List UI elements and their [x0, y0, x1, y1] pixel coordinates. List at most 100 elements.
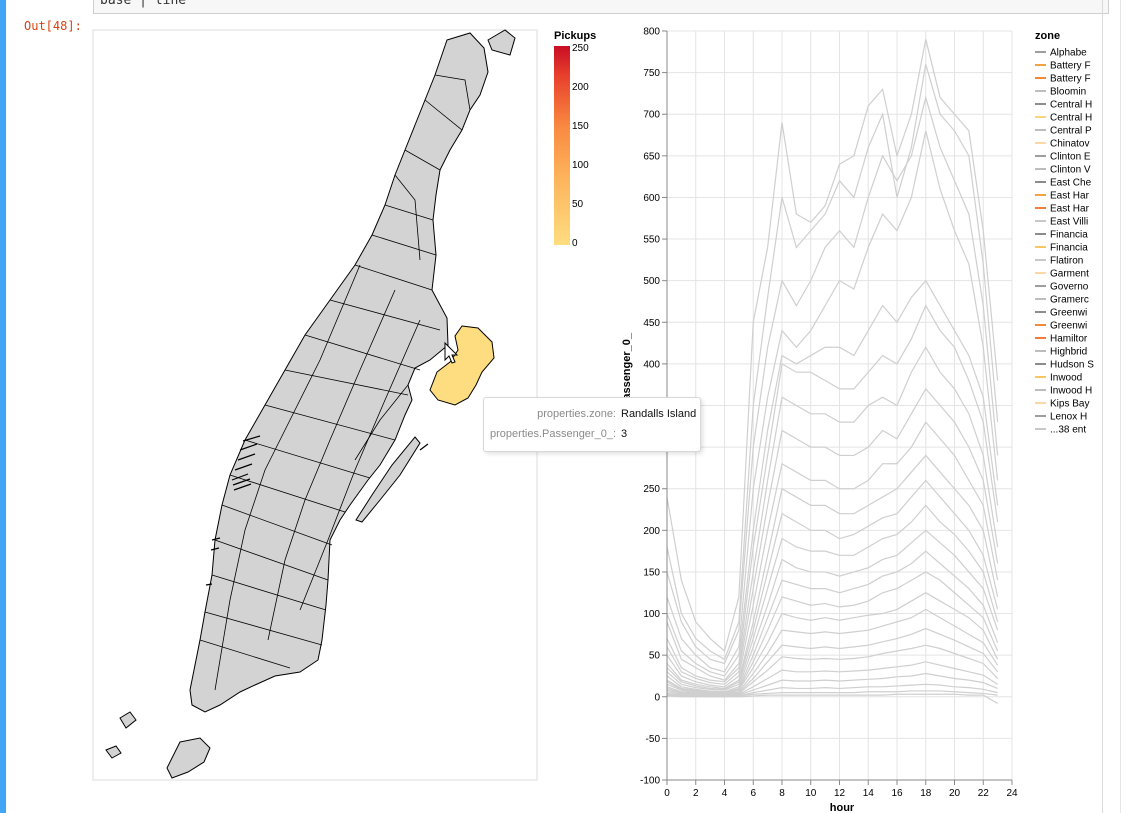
legend-title: Pickups — [554, 30, 596, 42]
series-line[interactable] — [666, 95, 999, 665]
zone-legend-label[interactable]: Clinton E — [1050, 152, 1091, 163]
x-tick-label: 14 — [863, 788, 875, 799]
x-tick-label: 20 — [949, 788, 961, 799]
gridlines — [666, 30, 1013, 781]
series-line[interactable] — [666, 421, 999, 688]
x-tick-label: 8 — [779, 788, 785, 799]
notebook-border — [1102, 0, 1103, 813]
series-line[interactable] — [666, 693, 998, 704]
zone-legend-label[interactable]: Gramerc — [1050, 295, 1089, 306]
liberty-island[interactable] — [105, 745, 122, 759]
series-line[interactable] — [666, 529, 999, 693]
zone-legend-label[interactable]: Financia — [1050, 230, 1088, 241]
y-tick-label: -50 — [646, 734, 661, 745]
zone-legend-label[interactable]: Battery F — [1050, 74, 1091, 85]
series-line[interactable] — [666, 387, 999, 685]
tooltip-value-zone: Randalls Island — [621, 408, 697, 420]
zone-legend-label[interactable]: Inwood — [1050, 373, 1082, 384]
x-tick-label: 4 — [722, 788, 728, 799]
series-line[interactable] — [666, 346, 999, 683]
x-tick-label: 12 — [834, 788, 846, 799]
series-line[interactable] — [666, 644, 999, 696]
x-tick-label: 18 — [920, 788, 932, 799]
ellis-island[interactable] — [119, 711, 137, 729]
manhattan-zones[interactable] — [189, 32, 489, 713]
zone-legend-label[interactable]: East Che — [1050, 178, 1092, 189]
zone-legend-label[interactable]: East Har — [1050, 191, 1090, 202]
zone-legend-label[interactable]: East Har — [1050, 204, 1090, 215]
code-line: base | line — [100, 0, 187, 8]
series-line[interactable] — [666, 571, 999, 695]
x-tick-label: 16 — [891, 788, 903, 799]
zone-legend-label[interactable]: Greenwi — [1050, 308, 1087, 319]
code-cell[interactable]: base | line — [93, 0, 1109, 14]
x-axis-title: hour — [830, 802, 855, 813]
y-tick-label: 800 — [643, 27, 660, 38]
series-line[interactable] — [666, 64, 999, 661]
tooltip-key-passengers: properties.Passenger_0_: — [490, 428, 616, 440]
series-line[interactable] — [666, 504, 999, 691]
legend-tick-label: 250 — [572, 43, 589, 54]
x-tick-label: 10 — [805, 788, 817, 799]
zone-legend-label[interactable]: Clinton V — [1050, 165, 1091, 176]
notebook-scroll-edge — [1120, 0, 1121, 813]
zone-legend-label[interactable]: Financia — [1050, 243, 1088, 254]
legend-tick-label: 0 — [572, 238, 578, 249]
tooltip-key-zone: properties.zone: — [537, 408, 616, 420]
pickups-legend: Pickups 250 200 150 100 50 0 — [554, 30, 596, 249]
series-line[interactable] — [666, 39, 999, 653]
series-line[interactable] — [666, 550, 999, 694]
zone-legend-label[interactable]: ...38 ent — [1050, 425, 1086, 436]
series-line[interactable] — [666, 608, 999, 695]
zone-legend-label[interactable]: Bloomin — [1050, 87, 1086, 98]
zone-legend-title: zone — [1035, 30, 1060, 42]
y-tick-label: 0 — [654, 692, 660, 703]
zone-borders — [199, 74, 471, 691]
series-line[interactable] — [666, 683, 998, 697]
y-tick-label: 650 — [643, 151, 660, 162]
zone-legend-label[interactable]: Flatiron — [1050, 256, 1083, 267]
zone-legend-label[interactable]: Greenwi — [1050, 321, 1087, 332]
zone-legend-label[interactable]: Hamiltor — [1050, 334, 1088, 345]
y-tick-label: 600 — [643, 193, 660, 204]
zone-legend-label[interactable]: Central H — [1050, 100, 1092, 111]
y-tick-label: 250 — [643, 484, 660, 495]
roosevelt-island[interactable] — [355, 436, 421, 523]
zone-legend-label[interactable]: Alphabe — [1050, 48, 1087, 59]
zone-legend-label[interactable]: Chinatov — [1050, 139, 1089, 150]
legend-tick-label: 100 — [572, 160, 589, 171]
y-tick-label: 100 — [643, 609, 660, 620]
cell-accent-bar — [0, 0, 6, 813]
zone-legend: zone Alphabe Battery F Battery F Bloomin Cen… — [1035, 30, 1094, 436]
y-tick-label: 150 — [643, 567, 660, 578]
zone-legend-label[interactable]: East Villi — [1050, 217, 1088, 228]
output-prompt: Out[48]: — [24, 19, 82, 33]
x-tick-label: 6 — [750, 788, 756, 799]
y-tick-label: 50 — [649, 651, 661, 662]
series-line[interactable] — [666, 479, 999, 690]
zone-legend-label[interactable]: Garment — [1050, 269, 1089, 280]
y-axis-title: Passenger_0_ — [621, 332, 633, 407]
zone-legend-label[interactable]: Central P — [1050, 126, 1092, 137]
x-tick-label: 22 — [978, 788, 990, 799]
series-line[interactable] — [666, 279, 999, 677]
series-line[interactable] — [666, 304, 999, 681]
tooltip: properties.zone: Randalls Island propert… — [483, 397, 701, 452]
zone-legend-label[interactable]: Inwood H — [1050, 386, 1092, 397]
series-line[interactable] — [666, 454, 999, 690]
northern-tip[interactable] — [487, 29, 516, 56]
zone-legend-label[interactable]: Central H — [1050, 113, 1092, 124]
zone-legend-label[interactable]: Highbrid — [1050, 347, 1087, 358]
legend-tick-label: 50 — [572, 199, 584, 210]
zone-legend-label[interactable]: Governo — [1050, 282, 1089, 293]
series-line[interactable] — [666, 130, 999, 673]
zone-legend-label[interactable]: Hudson S — [1050, 360, 1094, 371]
y-tick-label: 700 — [643, 110, 660, 121]
zone-legend-label[interactable]: Battery F — [1050, 61, 1091, 72]
series-lines[interactable] — [666, 39, 999, 704]
zone-legend-label[interactable]: Kips Bay — [1050, 399, 1089, 410]
legend-gradient — [554, 46, 570, 245]
zone-legend-label[interactable]: Lenox H — [1050, 412, 1087, 423]
y-tick-label: 500 — [643, 276, 660, 287]
governors-island[interactable] — [166, 737, 211, 779]
